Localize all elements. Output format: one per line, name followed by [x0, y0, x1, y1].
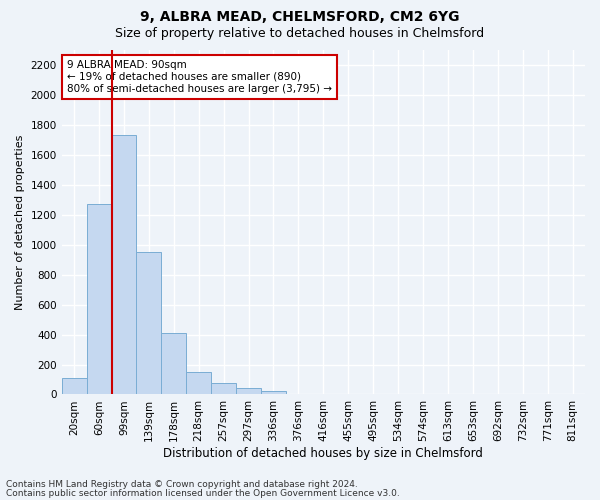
Y-axis label: Number of detached properties: Number of detached properties — [15, 134, 25, 310]
Bar — [186, 372, 211, 394]
X-axis label: Distribution of detached houses by size in Chelmsford: Distribution of detached houses by size … — [163, 447, 483, 460]
Text: 9, ALBRA MEAD, CHELMSFORD, CM2 6YG: 9, ALBRA MEAD, CHELMSFORD, CM2 6YG — [140, 10, 460, 24]
Text: Contains HM Land Registry data © Crown copyright and database right 2024.: Contains HM Land Registry data © Crown c… — [6, 480, 358, 489]
Text: Contains public sector information licensed under the Open Government Licence v3: Contains public sector information licen… — [6, 488, 400, 498]
Text: 9 ALBRA MEAD: 90sqm
← 19% of detached houses are smaller (890)
80% of semi-detac: 9 ALBRA MEAD: 90sqm ← 19% of detached ho… — [67, 60, 332, 94]
Bar — [211, 383, 236, 394]
Text: Size of property relative to detached houses in Chelmsford: Size of property relative to detached ho… — [115, 28, 485, 40]
Bar — [62, 378, 86, 394]
Bar — [112, 136, 136, 394]
Bar — [136, 252, 161, 394]
Bar — [86, 204, 112, 394]
Bar — [236, 388, 261, 394]
Bar — [261, 390, 286, 394]
Bar — [161, 333, 186, 394]
